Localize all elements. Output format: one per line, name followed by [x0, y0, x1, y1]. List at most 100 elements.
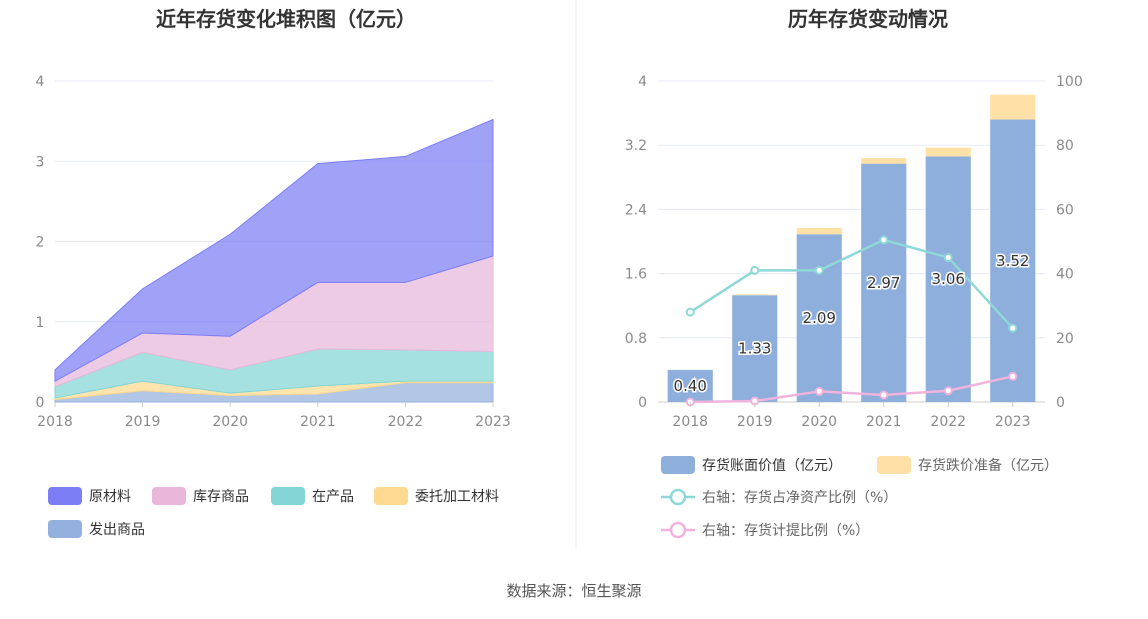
right-chart-bar-labels: 0.40 1.33 2.09 2.97 3.06 3.52: [672, 250, 1031, 396]
bar-book-value: [732, 295, 778, 402]
left-y-tick-label: 4: [36, 74, 45, 90]
legend-label: 存货账面价值（亿元）: [702, 457, 842, 474]
right-x-tick-label: 2023: [995, 414, 1031, 430]
line-point: [943, 386, 953, 396]
right-y-tick-label: 1.6: [625, 267, 647, 283]
right-chart-x-axis: 2018 2019 2020 2021 2022 2023: [672, 402, 1031, 430]
area-series: [54, 118, 494, 382]
line-point: [879, 235, 889, 245]
right-legend-item[interactable]: 存货跌价准备（亿元）: [877, 456, 1058, 474]
left-chart-title: 近年存货变化堆积图（亿元）: [156, 7, 416, 31]
bar-data-label: 0.40: [674, 377, 707, 395]
bar-data-label: 3.52: [996, 252, 1029, 270]
legend-label: 原材料: [89, 489, 131, 505]
bar-book-value: [667, 369, 713, 402]
legend-swatch: [152, 487, 186, 505]
left-legend-item[interactable]: 在产品: [271, 487, 354, 505]
legend-label: 在产品: [312, 489, 354, 505]
line-point: [814, 265, 824, 275]
left-legend-item[interactable]: 库存商品: [152, 487, 249, 505]
bar-impairment: [796, 227, 842, 235]
legend-label: 库存商品: [193, 489, 249, 505]
bar-data-label: 2.97: [867, 274, 900, 292]
left-x-tick-label: 2018: [37, 414, 73, 430]
right-legend-item[interactable]: 右轴：存货计提比例（%）: [661, 521, 869, 539]
line-series: [690, 375, 1014, 404]
right-y-tick-label: 0.8: [625, 331, 647, 347]
line-point: [943, 253, 953, 263]
legend-marker: [669, 521, 687, 539]
left-x-tick-label: 2023: [475, 414, 511, 430]
bar-data-label: 1.33: [738, 340, 771, 358]
bar-data-label: 2.09: [803, 309, 836, 327]
left-y-tick-label: 2: [36, 235, 45, 251]
right-legend-item[interactable]: 右轴：存货占净资产比例（%）: [661, 488, 897, 506]
line-series: [689, 238, 1014, 330]
right-y-tick-label: 4: [638, 74, 647, 90]
bar-book-value: [861, 163, 907, 402]
right-legend-item[interactable]: 存货账面价值（亿元）: [661, 456, 842, 474]
right-chart-right-y-axis: 0 20 40 60 80 100: [1056, 74, 1083, 411]
line-point: [814, 386, 824, 396]
line-point: [1008, 371, 1018, 381]
right-y2-tick-label: 80: [1056, 138, 1074, 154]
right-y2-tick-label: 0: [1056, 395, 1065, 411]
bar-impairment: [861, 158, 907, 164]
right-chart-title: 历年存货变动情况: [788, 7, 948, 31]
right-y2-tick-label: 100: [1056, 74, 1083, 90]
left-chart-x-axis: 2018 2019 2020 2021 2022 2023: [37, 402, 511, 430]
legend-swatch: [374, 487, 408, 505]
right-chart-bars: [667, 94, 1036, 403]
right-y2-tick-label: 60: [1056, 202, 1074, 218]
bar-impairment: [732, 294, 778, 296]
line-point: [1008, 323, 1018, 333]
legend-label: 委托加工材料: [415, 489, 499, 505]
right-x-tick-label: 2019: [737, 414, 773, 430]
right-chart-grid: [658, 80, 1045, 403]
legend-swatch: [661, 456, 695, 474]
left-y-tick-label: 0: [36, 395, 45, 411]
right-y2-tick-label: 20: [1056, 331, 1074, 347]
bar-impairment: [925, 147, 971, 157]
line-point: [750, 265, 760, 275]
line-point: [685, 307, 695, 317]
left-legend-item[interactable]: 发出商品: [48, 520, 145, 538]
right-y2-tick-label: 40: [1056, 267, 1074, 283]
right-y-tick-label: 0: [638, 395, 647, 411]
left-x-tick-label: 2020: [212, 414, 248, 430]
legend-marker: [669, 488, 687, 506]
left-y-tick-label: 1: [36, 315, 45, 331]
legend-swatch: [48, 487, 82, 505]
right-y-tick-label: 2.4: [625, 202, 647, 218]
right-chart-left-y-axis: 0 0.8 1.6 2.4 3.2 4: [625, 74, 647, 411]
bar-data-label: 3.06: [932, 270, 965, 288]
bar-book-value: [990, 119, 1036, 403]
right-chart-legend[interactable]: 存货账面价值（亿元） 存货跌价准备（亿元） 右轴：存货占净资产比例（%） 右轴：存货计…: [661, 456, 1058, 539]
legend-label: 右轴：存货占净资产比例（%）: [702, 489, 897, 506]
left-legend-item[interactable]: 委托加工材料: [374, 487, 499, 505]
bar-book-value: [925, 156, 971, 402]
right-x-tick-label: 2021: [866, 414, 902, 430]
left-chart-y-axis: 0 1 2 3 4: [36, 74, 45, 411]
left-x-tick-label: 2019: [125, 414, 161, 430]
right-x-tick-label: 2020: [801, 414, 837, 430]
left-y-tick-label: 3: [36, 154, 45, 170]
bar-impairment: [990, 94, 1036, 120]
left-x-tick-label: 2022: [388, 414, 424, 430]
line-point: [879, 390, 889, 400]
legend-swatch: [48, 520, 82, 538]
right-y-tick-label: 3.2: [625, 138, 647, 154]
left-x-tick-label: 2021: [300, 414, 336, 430]
legend-label: 存货跌价准备（亿元）: [918, 457, 1058, 474]
right-x-tick-label: 2022: [930, 414, 966, 430]
data-source-note: 数据来源：恒生聚源: [506, 582, 642, 600]
legend-label: 发出商品: [89, 522, 145, 538]
left-legend-item[interactable]: 原材料: [48, 487, 131, 505]
left-chart-areas: [54, 118, 494, 403]
legend-swatch: [877, 456, 911, 474]
right-x-tick-label: 2018: [672, 414, 708, 430]
right-chart-lines: [685, 235, 1018, 407]
legend-label: 右轴：存货计提比例（%）: [702, 522, 869, 539]
